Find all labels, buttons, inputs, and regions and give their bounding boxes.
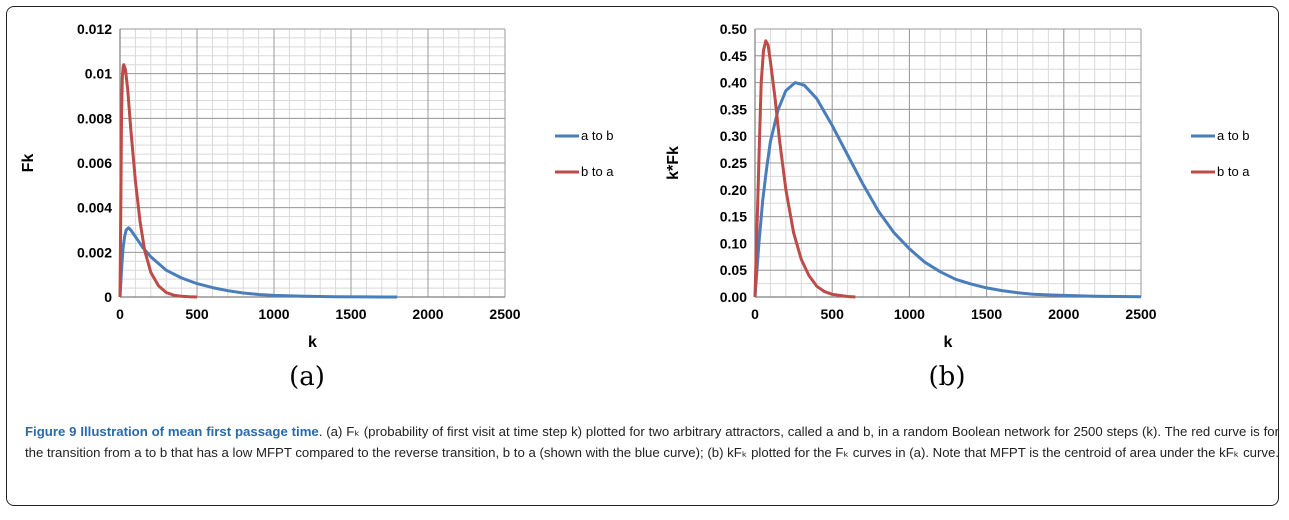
y-tick-label: 0 (104, 289, 112, 305)
legend-label: a to b (1217, 128, 1250, 143)
x-tick-label: 0 (751, 306, 759, 322)
x-tick-label: 2000 (1048, 306, 1079, 322)
x-tick-label: 1500 (335, 306, 366, 322)
y-tick-label: 0.002 (77, 244, 112, 260)
y-tick-label: 0.004 (77, 200, 112, 216)
y-tick-label: 0.40 (720, 75, 747, 91)
x-tick-label: 2000 (412, 306, 443, 322)
y-tick-label: 0.15 (720, 209, 747, 225)
x-tick-label: 1000 (894, 306, 925, 322)
x-tick-label: 2500 (489, 306, 520, 322)
y-axis-label: k*Fk (665, 146, 682, 180)
y-tick-label: 0.01 (85, 66, 112, 82)
series-line-a-to-b (753, 81, 1142, 299)
y-tick-label: 0.30 (720, 128, 747, 144)
x-tick-label: 1000 (258, 306, 289, 322)
x-tick-label: 1500 (971, 306, 1002, 322)
y-tick-label: 0.012 (77, 21, 112, 37)
y-tick-label: 0.10 (720, 235, 747, 251)
x-tick-label: 500 (821, 306, 845, 322)
y-tick-label: 0.45 (720, 48, 747, 64)
caption-text: . (a) Fₖ (probability of first visit at … (25, 424, 1279, 460)
figure-caption: Figure 9 Illustration of mean first pass… (25, 421, 1279, 463)
chart-b: 0 500 1000 1500 2000 2500 0.00 0.05 0.10 0.15 0.20… (665, 21, 1250, 392)
y-tick-label: 0.05 (720, 262, 747, 278)
y-tick-label: 0.50 (720, 21, 747, 37)
x-tick-label: 500 (185, 306, 209, 322)
x-tick-label: 2500 (1125, 306, 1156, 322)
y-tick-label: 0.006 (77, 155, 112, 171)
x-axis-label: k (308, 334, 317, 351)
series-line-a-to-b (118, 226, 398, 299)
legend-label: b to a (581, 164, 614, 179)
y-tick-label: 0.008 (77, 110, 112, 126)
y-tick-label: 0.00 (720, 289, 747, 305)
panel-label: (a) (289, 362, 325, 392)
figure-canvas: 0 500 1000 1500 2000 2500 0 0.002 0.004 0.006 0.00… (20, 21, 1250, 392)
y-tick-label: 0.35 (720, 101, 747, 117)
x-axis-label: k (944, 334, 953, 351)
y-tick-label: 0.25 (720, 155, 747, 171)
figure-frame: 0 500 1000 1500 2000 2500 0 0.002 0.004 0.006 0.00… (6, 6, 1279, 506)
panel-label: (b) (929, 362, 966, 392)
chart-a: 0 500 1000 1500 2000 2500 0 0.002 0.004 0.006 0.00… (20, 21, 614, 392)
x-tick-label: 0 (116, 306, 124, 322)
legend-label: a to b (581, 128, 614, 143)
y-tick-label: 0.20 (720, 182, 747, 198)
y-axis-label: Fk (20, 154, 37, 173)
series-line-b-to-a (118, 63, 198, 299)
caption-title: Figure 9 Illustration of mean first pass… (25, 424, 319, 439)
legend-label: b to a (1217, 164, 1250, 179)
series-line-b-to-a (753, 39, 856, 299)
